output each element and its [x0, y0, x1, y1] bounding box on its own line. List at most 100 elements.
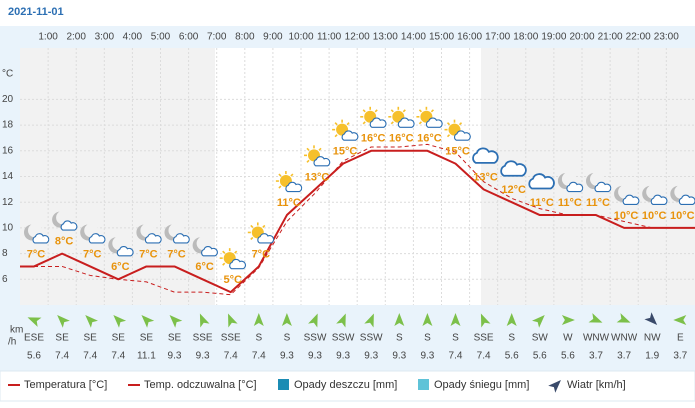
wind-direction: S: [424, 333, 431, 344]
wind-direction: SE: [55, 333, 69, 344]
value-label: 6°C: [195, 261, 214, 273]
hour-label: 22:00: [626, 32, 651, 43]
value-label: 7°C: [167, 248, 186, 260]
value-label: 13°C: [473, 171, 498, 183]
y-tick-label: 16: [2, 145, 14, 156]
wind-arrow: [85, 315, 98, 328]
value-label: 12°C: [501, 184, 526, 196]
hour-label: 3:00: [95, 32, 115, 43]
hour-label: 16:00: [457, 32, 482, 43]
wind-direction: WNW: [583, 333, 610, 344]
legend-swatch: [548, 380, 561, 393]
wind-speed: 9.3: [364, 351, 378, 362]
wind-speed: 9.3: [392, 351, 406, 362]
wind-direction: ESE: [24, 333, 44, 344]
wind-speed: 5.6: [27, 351, 41, 362]
hour-label: 15:00: [429, 32, 454, 43]
wind-speed: 3.7: [617, 351, 631, 362]
wind-speed: 9.3: [280, 351, 294, 362]
wind-direction: S: [396, 333, 403, 344]
hour-label: 18:00: [513, 32, 538, 43]
hour-label: 4:00: [123, 32, 143, 43]
wind-speed: 7.4: [224, 351, 238, 362]
hour-label: 20:00: [569, 32, 594, 43]
hour-label: 17:00: [485, 32, 510, 43]
y-tick-label: 18: [2, 120, 14, 131]
y-tick-label: 10: [2, 223, 14, 234]
top-bar: [0, 0, 695, 26]
hour-label: 2:00: [66, 32, 86, 43]
hour-label: 19:00: [541, 32, 566, 43]
wind-arrow: [588, 313, 603, 323]
wind-direction: SSW: [360, 333, 383, 344]
value-label: 6°C: [111, 261, 130, 273]
wind-direction: SE: [168, 333, 182, 344]
value-label: 7°C: [27, 248, 46, 260]
value-label: 7°C: [83, 248, 102, 260]
value-label: 13°C: [305, 171, 330, 183]
weather-icon: [387, 106, 415, 128]
y-tick-label: 8: [2, 248, 8, 259]
wind-speed: 9.3: [308, 351, 322, 362]
wind-arrow: [308, 313, 318, 328]
wind-arrow: [281, 313, 292, 326]
wind-speed: 7.4: [83, 351, 97, 362]
wind-speed: 3.7: [589, 351, 603, 362]
hour-label: 1:00: [38, 32, 58, 43]
hour-label: 7:00: [207, 32, 227, 43]
wind-speed: 7.4: [477, 351, 491, 362]
wind-speed: 3.7: [673, 351, 687, 362]
wind-direction: SSE: [474, 333, 494, 344]
wind-direction: SE: [84, 333, 98, 344]
wind-arrow: [561, 315, 575, 325]
hour-label: 5:00: [151, 32, 171, 43]
wind-direction: SSW: [304, 333, 327, 344]
wind-arrow: [532, 315, 545, 328]
wind-arrow: [199, 313, 210, 328]
legend-bar: [0, 370, 695, 402]
wind-speed: 1.9: [645, 351, 659, 362]
wind-arrow: [228, 313, 238, 328]
wind-direction: S: [255, 333, 262, 344]
value-label: 16°C: [417, 133, 442, 145]
weather-icon: [359, 106, 387, 128]
hour-header: [0, 26, 695, 48]
wind-arrow: [644, 312, 658, 325]
value-label: 15°C: [445, 146, 470, 158]
wind-direction: S: [452, 333, 459, 344]
weather-icon: [275, 170, 303, 193]
legend-swatch: [278, 379, 289, 390]
weather-icon: [443, 118, 471, 141]
value-label: 16°C: [361, 133, 386, 145]
value-label: 8°C: [55, 236, 74, 248]
weather-icon: [303, 144, 331, 167]
wind-speed: 7.4: [449, 351, 463, 362]
wind-direction: S: [284, 333, 291, 344]
wind-arrow: [253, 313, 264, 326]
wind-direction: SSE: [221, 333, 241, 344]
value-label: 16°C: [389, 133, 414, 145]
wind-arrow: [616, 313, 631, 323]
y-unit: °C: [2, 69, 13, 80]
legend-label: Wiatr [km/h]: [567, 379, 626, 391]
y-tick-label: 12: [2, 197, 14, 208]
wind-speed: 5.6: [505, 351, 519, 362]
wind-arrow: [506, 313, 517, 326]
wind-unit: /h: [8, 337, 16, 348]
date: 2021-11-01: [8, 6, 64, 18]
wind-arrow: [394, 313, 405, 326]
wind-arrow: [364, 313, 374, 328]
wind-arrow: [113, 315, 127, 328]
wind-speed: 9.3: [420, 351, 434, 362]
wind-arrow: [422, 313, 433, 326]
wind-arrow: [673, 315, 687, 325]
wind-direction: SW: [532, 333, 549, 344]
weather-icon: [415, 106, 443, 128]
wind-arrow: [169, 315, 183, 328]
hour-label: 21:00: [598, 32, 623, 43]
hour-label: 11:00: [317, 32, 342, 43]
wind-unit: km: [10, 325, 23, 336]
wind-direction: E: [677, 333, 684, 344]
wind-arrow: [336, 313, 346, 328]
